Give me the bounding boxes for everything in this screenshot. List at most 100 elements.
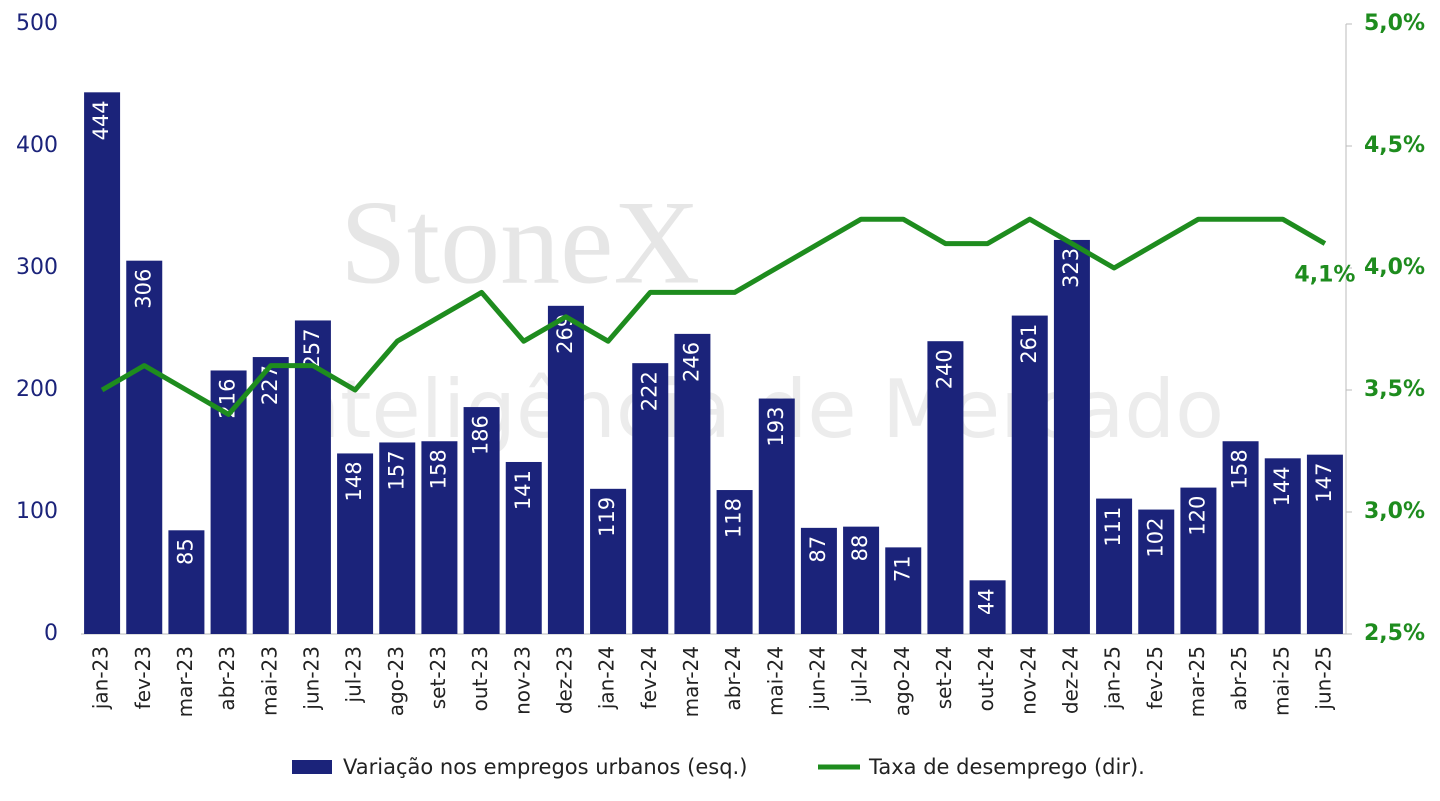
x-tick-label: set-24	[932, 646, 956, 709]
bar-label: 88	[848, 535, 872, 562]
bar-label: 306	[131, 269, 155, 309]
x-tick-label: ago-23	[384, 646, 408, 716]
y2-tick-label: 3,5%	[1364, 377, 1425, 402]
bar-label: 222	[637, 371, 661, 411]
legend-label: Taxa de desemprego (dir).	[868, 755, 1145, 779]
bar-label: 118	[722, 498, 746, 538]
x-tick-label: jan-23	[89, 646, 113, 710]
line	[100, 216, 1327, 417]
bar	[1011, 315, 1048, 634]
x-tick-label: set-23	[426, 646, 450, 709]
bar-label: 87	[806, 536, 830, 563]
x-tick-label: fev-23	[131, 646, 155, 709]
bar	[547, 305, 584, 634]
bar-label: 144	[1270, 466, 1294, 506]
bar	[716, 490, 753, 634]
bar	[590, 488, 627, 634]
bar-label: 147	[1312, 463, 1336, 503]
y2-tick-label: 4,5%	[1364, 133, 1425, 158]
bar	[505, 461, 542, 634]
x-tick-label: jul-24	[848, 646, 872, 703]
x-tick-label: jun-25	[1311, 646, 1335, 711]
bar	[337, 453, 374, 634]
bar-label: 111	[1101, 507, 1125, 547]
bar	[632, 363, 669, 634]
bar	[1222, 441, 1259, 634]
bar-label: 227	[258, 365, 282, 405]
bar	[1180, 487, 1217, 634]
bar-label: 257	[300, 328, 324, 368]
y-tick-label: 400	[16, 133, 58, 158]
bar-label: 240	[932, 349, 956, 389]
x-tick-label: mar-23	[173, 646, 197, 717]
bar-label: 158	[426, 449, 450, 489]
x-tick-label: ago-24	[890, 646, 914, 716]
bar-label: 158	[1228, 449, 1252, 489]
bar-label: 261	[1017, 324, 1041, 364]
bar	[421, 441, 458, 634]
bar	[168, 530, 205, 634]
x-tick-label: mar-25	[1185, 646, 1209, 717]
legend-swatch	[292, 760, 332, 774]
y2-tick-label: 4,0%	[1364, 255, 1425, 280]
x-tick-label: mai-23	[257, 646, 281, 716]
x-tick-label: jan-25	[1101, 646, 1125, 710]
bar-label: 120	[1185, 496, 1209, 536]
bar-label: 323	[1059, 248, 1083, 288]
bar-label: 141	[511, 470, 535, 510]
x-tick-label: abr-24	[721, 646, 745, 711]
bar	[463, 407, 500, 634]
x-tick-label: fev-24	[637, 646, 661, 709]
y2-tick-label: 5,0%	[1364, 11, 1425, 36]
x-tick-label: mai-24	[763, 646, 787, 716]
x-tick-label: fev-25	[1143, 646, 1167, 709]
bar	[843, 526, 880, 634]
bar	[758, 398, 795, 634]
bar-label: 444	[89, 100, 113, 140]
y-tick-label: 0	[44, 621, 58, 646]
y2-tick-label: 2,5%	[1364, 621, 1425, 646]
y-tick-label: 300	[16, 255, 58, 280]
y2-tick-label: 3,0%	[1364, 499, 1425, 524]
x-tick-label: abr-23	[215, 646, 239, 711]
bar-label: 148	[342, 461, 366, 501]
bar	[969, 580, 1006, 634]
bar-label: 193	[764, 407, 788, 447]
x-tick-label: jul-23	[342, 646, 366, 703]
x-tick-label: nov-24	[1016, 646, 1040, 715]
x-tick-label: dez-24	[1058, 646, 1082, 714]
bar	[1264, 458, 1301, 634]
x-tick-label: abr-25	[1227, 646, 1251, 711]
x-tick-label: mar-24	[679, 646, 703, 717]
legend-label: Variação nos empregos urbanos (esq.)	[343, 755, 747, 779]
bar-label: 186	[469, 415, 493, 455]
bar	[1096, 498, 1133, 634]
x-tick-label: nov-23	[510, 646, 534, 715]
x-tick-label: out-24	[974, 646, 998, 711]
watermark: StoneX	[340, 176, 700, 309]
bar	[885, 547, 922, 634]
bar	[1306, 454, 1343, 634]
bar	[927, 341, 964, 634]
x-tick-label: jun-24	[805, 646, 829, 711]
x-tick-label: mai-25	[1269, 646, 1293, 716]
bar	[1053, 239, 1090, 634]
bar-label: 157	[384, 450, 408, 490]
x-tick-label: dez-23	[552, 646, 576, 714]
y-tick-label: 500	[16, 11, 58, 36]
bar-label: 246	[679, 342, 703, 382]
bar	[1138, 509, 1175, 634]
y-tick-label: 100	[16, 499, 58, 524]
bar	[674, 333, 711, 634]
bar	[800, 527, 837, 634]
bar-label: 102	[1143, 518, 1167, 558]
line-label: 4,1%	[1294, 263, 1355, 288]
bar-label: 71	[890, 555, 914, 582]
bar	[252, 357, 289, 634]
bar-label: 119	[595, 497, 619, 537]
bar	[126, 260, 163, 634]
bar	[379, 442, 416, 634]
x-tick-label: jan-24	[595, 646, 619, 710]
